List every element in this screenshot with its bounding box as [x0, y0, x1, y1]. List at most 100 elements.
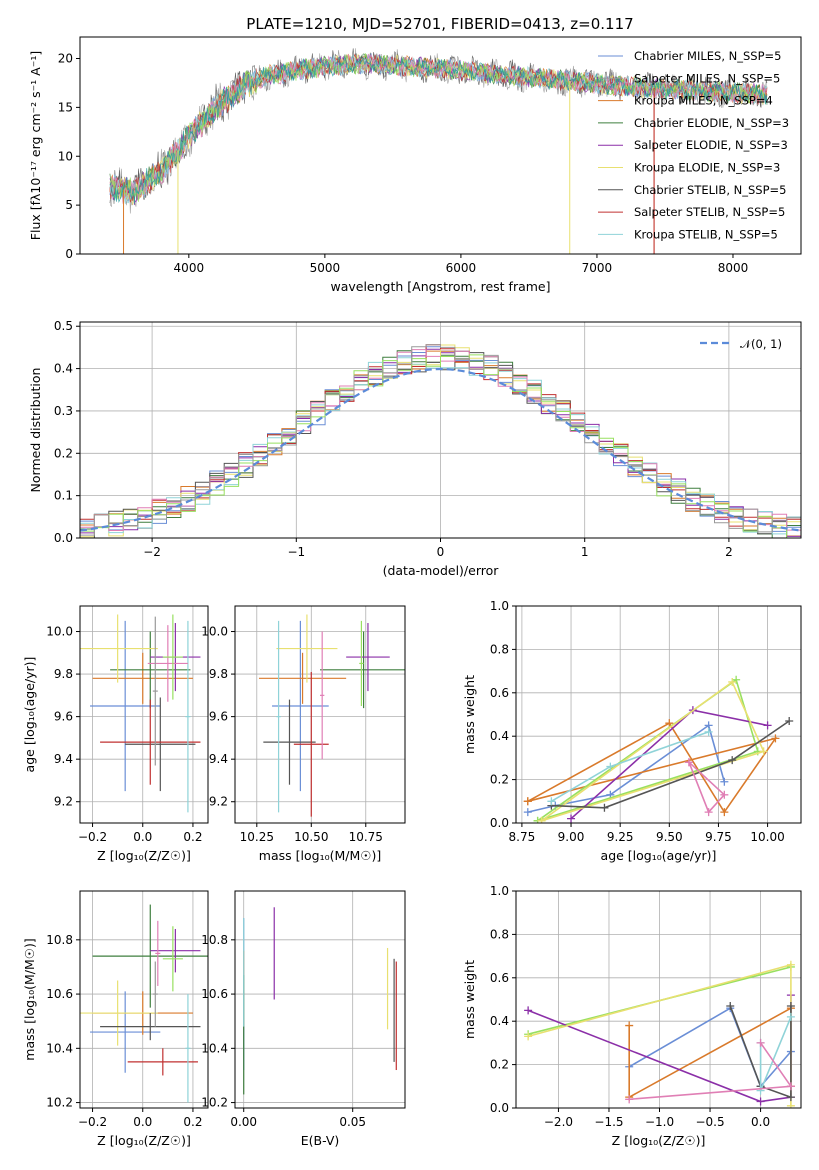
y-tick-label: 9.8	[54, 667, 73, 681]
legend-entry: 𝒩(0, 1)	[740, 337, 782, 351]
axes-frame	[515, 605, 802, 824]
y-tick-label: 9.6	[209, 710, 228, 724]
y-tick-label: 0.5	[54, 319, 73, 333]
y-tick-label: 0.1	[54, 489, 73, 503]
plot-area	[524, 960, 795, 1108]
axes-frame	[234, 605, 406, 824]
y-tick-label: 0.0	[54, 531, 73, 545]
plus-marker	[786, 1082, 795, 1091]
plot-area	[80, 904, 208, 1103]
plus-marker	[665, 719, 674, 728]
y-tick-label: 15	[58, 100, 73, 114]
y-tick-label: 10.2	[46, 1096, 73, 1110]
y-axis-label: mass weight	[462, 960, 477, 1039]
plus-marker	[600, 803, 609, 812]
legend-entry: Salpeter MILES, N_SSP=5	[634, 71, 780, 85]
x-tick-label: 0.0	[751, 1115, 770, 1129]
x-tick-label: 9.25	[607, 830, 634, 844]
x-tick-label: 7000	[582, 261, 613, 275]
x-tick-label: 4000	[174, 261, 205, 275]
x-tick-label: 2	[725, 545, 733, 559]
mass-weight-series	[688, 761, 726, 814]
plus-marker	[625, 1021, 634, 1030]
plus-marker	[523, 808, 532, 817]
spectrum-line	[109, 53, 768, 204]
y-tick-label: 10.2	[201, 1096, 228, 1110]
axes-frame	[79, 36, 802, 255]
plus-marker	[720, 777, 729, 786]
x-tick-label: 0.2	[183, 830, 202, 844]
plot-area	[523, 675, 794, 823]
x-tick-label: 0.00	[230, 1115, 257, 1129]
y-tick-label: 9.8	[209, 667, 228, 681]
plus-marker	[720, 808, 729, 817]
x-tick-label: 6000	[446, 261, 477, 275]
legend: 𝒩(0, 1)	[700, 337, 782, 351]
y-tick-label: 0.2	[54, 446, 73, 460]
plot-area	[243, 907, 397, 1095]
mass-weight-series	[541, 680, 765, 822]
y-tick-label: 9.4	[209, 752, 228, 766]
x-tick-label: 0	[437, 545, 445, 559]
panel-4: 10.25 10.50 10.75 9.2 9.4 9.6 9.8 10.0 mass [log…	[201, 605, 406, 863]
plus-marker	[547, 797, 556, 806]
y-tick-label: 10.8	[201, 933, 228, 947]
axes-frame	[79, 890, 209, 1109]
panel-1: 4000 5000 6000 7000 8000 0 5 10 15 20 wavelength […	[28, 36, 802, 294]
y-tick-label: 0.8	[490, 642, 509, 656]
panel-8: −2.0 −1.5 −1.0 −0.5 0.0 0.0 0.2 0.4 0.6 0.8 1.0 Z […	[462, 884, 802, 1148]
plus-marker	[786, 1012, 795, 1021]
plus-marker	[763, 721, 772, 730]
y-tick-label: 0.0	[490, 816, 509, 830]
x-tick-label: −0.2	[78, 1115, 107, 1129]
y-tick-label: 0.4	[490, 729, 509, 743]
x-tick-label: −1	[287, 545, 305, 559]
y-axis-label: Normed distribution	[28, 368, 43, 493]
x-tick-label: −2.0	[544, 1115, 573, 1129]
x-tick-label: 10.00	[750, 830, 784, 844]
legend-entry: Kroupa STELIB, N_SSP=5	[634, 227, 778, 241]
x-tick-label: −2	[143, 545, 161, 559]
plot-area	[258, 614, 405, 817]
plus-marker	[756, 1038, 765, 1047]
y-tick-label: 1.0	[490, 599, 509, 613]
plus-marker	[786, 960, 795, 969]
y-tick-label: 0.6	[490, 971, 509, 985]
x-axis-label: Z [log₁₀(Z/Z☉)]	[97, 1133, 191, 1148]
x-tick-label: −1.5	[594, 1115, 623, 1129]
panel-2: −2 −1 0 1 2 0.0 0.1 0.2 0.3 0.4 0.5 (data-model)/er…	[28, 319, 802, 578]
x-tick-label: 8000	[718, 261, 749, 275]
normal-curve	[80, 367, 801, 532]
plus-marker	[786, 1002, 795, 1011]
y-tick-label: 0.2	[490, 1058, 509, 1072]
y-tick-label: 0.8	[490, 927, 509, 941]
panel-5: 8.75 9.00 9.25 9.50 9.75 10.00 0.0 0.2 0.4 0.6 0.8…	[462, 599, 802, 863]
x-tick-label: 0.0	[133, 830, 152, 844]
x-tick-label: 9.00	[558, 830, 585, 844]
y-tick-label: 0.6	[490, 686, 509, 700]
panel-7: 0.00 0.05 10.2 10.4 10.6 10.8 E(B-V)	[201, 890, 406, 1148]
legend-entry: Chabrier MILES, N_SSP=5	[634, 49, 781, 63]
y-tick-label: 0.4	[54, 362, 73, 376]
x-tick-label: 0.0	[133, 1115, 152, 1129]
x-tick-label: 10.50	[294, 830, 328, 844]
y-tick-label: 10.8	[46, 933, 73, 947]
legend-entry: Chabrier STELIB, N_SSP=5	[634, 183, 786, 197]
legend-entry: Kroupa ELODIE, N_SSP=3	[634, 161, 780, 175]
plot-area	[109, 48, 768, 254]
y-tick-label: 10.6	[201, 987, 228, 1001]
plus-marker	[524, 1006, 533, 1015]
legend-entry: Chabrier ELODIE, N_SSP=3	[634, 116, 789, 130]
plot-area	[80, 344, 801, 538]
legend-entry: Salpeter ELODIE, N_SSP=3	[634, 138, 788, 152]
y-tick-label: 1.0	[490, 884, 509, 898]
y-axis-label: Flux [fλ10⁻¹⁷ erg cm⁻² s⁻¹ A⁻¹]	[28, 51, 43, 240]
plus-marker	[720, 790, 729, 799]
panel-6: −0.2 0.0 0.2 10.2 10.4 10.6 10.8 Z [log₁₀(Z/Z☉)…	[22, 890, 209, 1148]
y-axis-label: mass [log₁₀(M/M☉)]	[22, 938, 37, 1060]
y-tick-label: 9.2	[209, 795, 228, 809]
x-tick-label: 0.2	[183, 1115, 202, 1129]
x-axis-label: age [log₁₀(age/yr)]	[601, 848, 717, 863]
y-tick-label: 0	[65, 247, 73, 261]
